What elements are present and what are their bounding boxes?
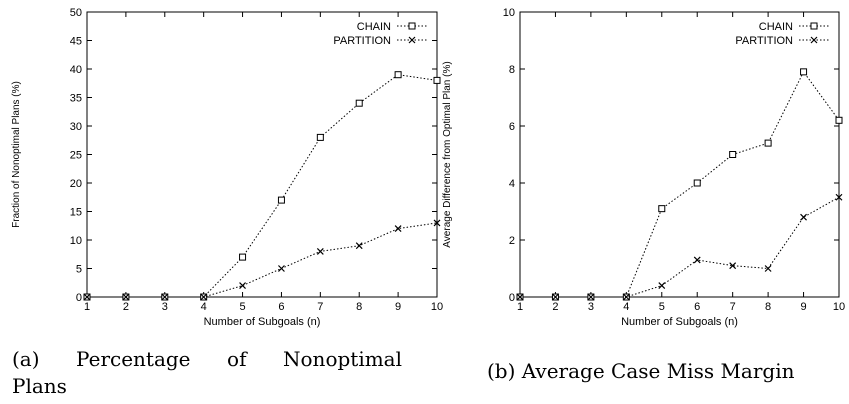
data-point-chain: [394, 71, 402, 79]
data-point-chain: [764, 139, 772, 147]
legend-marker-x: [810, 36, 818, 44]
legend-label: PARTITION: [735, 35, 793, 47]
x-tick-label: 5: [239, 301, 245, 313]
caption-a-word: (a): [12, 347, 40, 371]
x-tick-label: 8: [765, 301, 771, 313]
data-point-partition: [433, 219, 441, 227]
data-point-partition: [552, 293, 559, 301]
caption-a: (a) Percentage of Nonoptimal Plans: [12, 346, 402, 400]
data-point-chain: [835, 116, 843, 124]
x-tick-label: 10: [833, 301, 845, 313]
data-point-partition: [161, 293, 169, 301]
series-line-chain: [520, 70, 840, 298]
data-point-partition: [83, 293, 91, 301]
x-tick-label: 1: [517, 301, 523, 313]
data-point-partition: [239, 282, 246, 290]
data-point-chain: [693, 179, 701, 187]
legend-marker-square: [810, 22, 818, 30]
caption-a-line2: Plans: [12, 374, 67, 398]
x-tick-label: 2: [123, 301, 129, 313]
series-line-partition: [520, 196, 840, 298]
y-axis-label: Fraction of Nonoptimal Plans (%): [11, 81, 22, 228]
y-tick-label: 2: [509, 235, 515, 247]
data-point-partition: [394, 225, 402, 233]
data-point-chain: [277, 196, 285, 204]
caption-b: (b) Average Case Miss Margin: [487, 359, 795, 383]
y-tick-label: 0: [76, 292, 82, 304]
legend-marker-x: [408, 36, 416, 44]
y-tick-label: 6: [509, 121, 515, 133]
y-tick-label: 10: [503, 7, 515, 19]
plot-frame: [86, 11, 438, 298]
data-point-partition: [516, 293, 524, 301]
data-point-chain: [316, 133, 324, 141]
data-point-chain: [433, 76, 441, 84]
legend-label: PARTITION: [333, 35, 391, 47]
y-tick-label: 0: [509, 292, 515, 304]
data-point-chain: [729, 151, 737, 158]
legend-marker-square: [408, 22, 416, 30]
caption-a-word: Nonoptimal: [283, 347, 402, 371]
data-point-partition: [587, 293, 595, 301]
data-point-partition: [800, 213, 807, 221]
y-tick-label: 30: [70, 121, 82, 133]
data-point-chain: [355, 99, 363, 107]
data-point-partition: [122, 293, 130, 301]
data-point-partition: [316, 247, 324, 255]
y-tick-label: 10: [70, 235, 82, 247]
y-axis-label: Average Difference from Optimal Plan (%): [442, 61, 453, 247]
y-tick-label: 4: [509, 178, 515, 190]
y-tick-label: 20: [70, 178, 82, 190]
data-point-chain: [800, 68, 808, 76]
data-point-partition: [200, 293, 208, 301]
x-tick-label: 8: [356, 301, 362, 313]
x-tick-label: 5: [659, 301, 665, 313]
y-tick-label: 40: [70, 64, 82, 76]
caption-a-word: Percentage: [76, 347, 191, 371]
x-tick-label: 9: [800, 301, 806, 313]
legend-label: CHAIN: [759, 21, 793, 33]
x-axis-label: Number of Subgoals (n): [204, 316, 321, 328]
x-tick-label: 3: [162, 301, 168, 313]
x-tick-label: 2: [552, 301, 558, 313]
x-tick-label: 7: [317, 301, 323, 313]
x-axis-label: Number of Subgoals (n): [621, 316, 738, 328]
x-tick-label: 10: [431, 301, 443, 313]
x-tick-label: 3: [588, 301, 594, 313]
x-tick-label: 6: [694, 301, 700, 313]
x-tick-label: 6: [278, 301, 284, 313]
series-line-chain: [87, 74, 438, 298]
y-tick-label: 35: [70, 93, 82, 105]
data-point-chain: [239, 253, 247, 261]
caption-a-word: of: [227, 347, 247, 371]
data-point-partition: [355, 242, 363, 250]
data-point-partition: [658, 282, 666, 290]
y-tick-label: 5: [76, 264, 82, 276]
plot-frame: [519, 11, 840, 298]
y-tick-label: 8: [509, 64, 515, 76]
x-tick-label: 1: [84, 301, 90, 313]
y-tick-label: 15: [70, 207, 82, 219]
data-point-chain: [658, 205, 666, 213]
x-tick-label: 4: [623, 301, 629, 313]
y-tick-label: 25: [70, 150, 82, 162]
x-tick-label: 9: [395, 301, 401, 313]
x-tick-label: 4: [201, 301, 207, 313]
data-point-partition: [835, 193, 843, 201]
y-tick-label: 45: [70, 36, 82, 48]
data-point-partition: [693, 256, 701, 264]
legend-label: CHAIN: [357, 21, 391, 33]
data-point-partition: [622, 293, 630, 301]
y-tick-label: 50: [70, 7, 82, 19]
data-point-partition: [764, 265, 772, 272]
data-point-partition: [278, 265, 285, 272]
series-line-partition: [87, 222, 438, 298]
x-tick-label: 7: [730, 301, 736, 313]
data-point-partition: [729, 262, 737, 270]
